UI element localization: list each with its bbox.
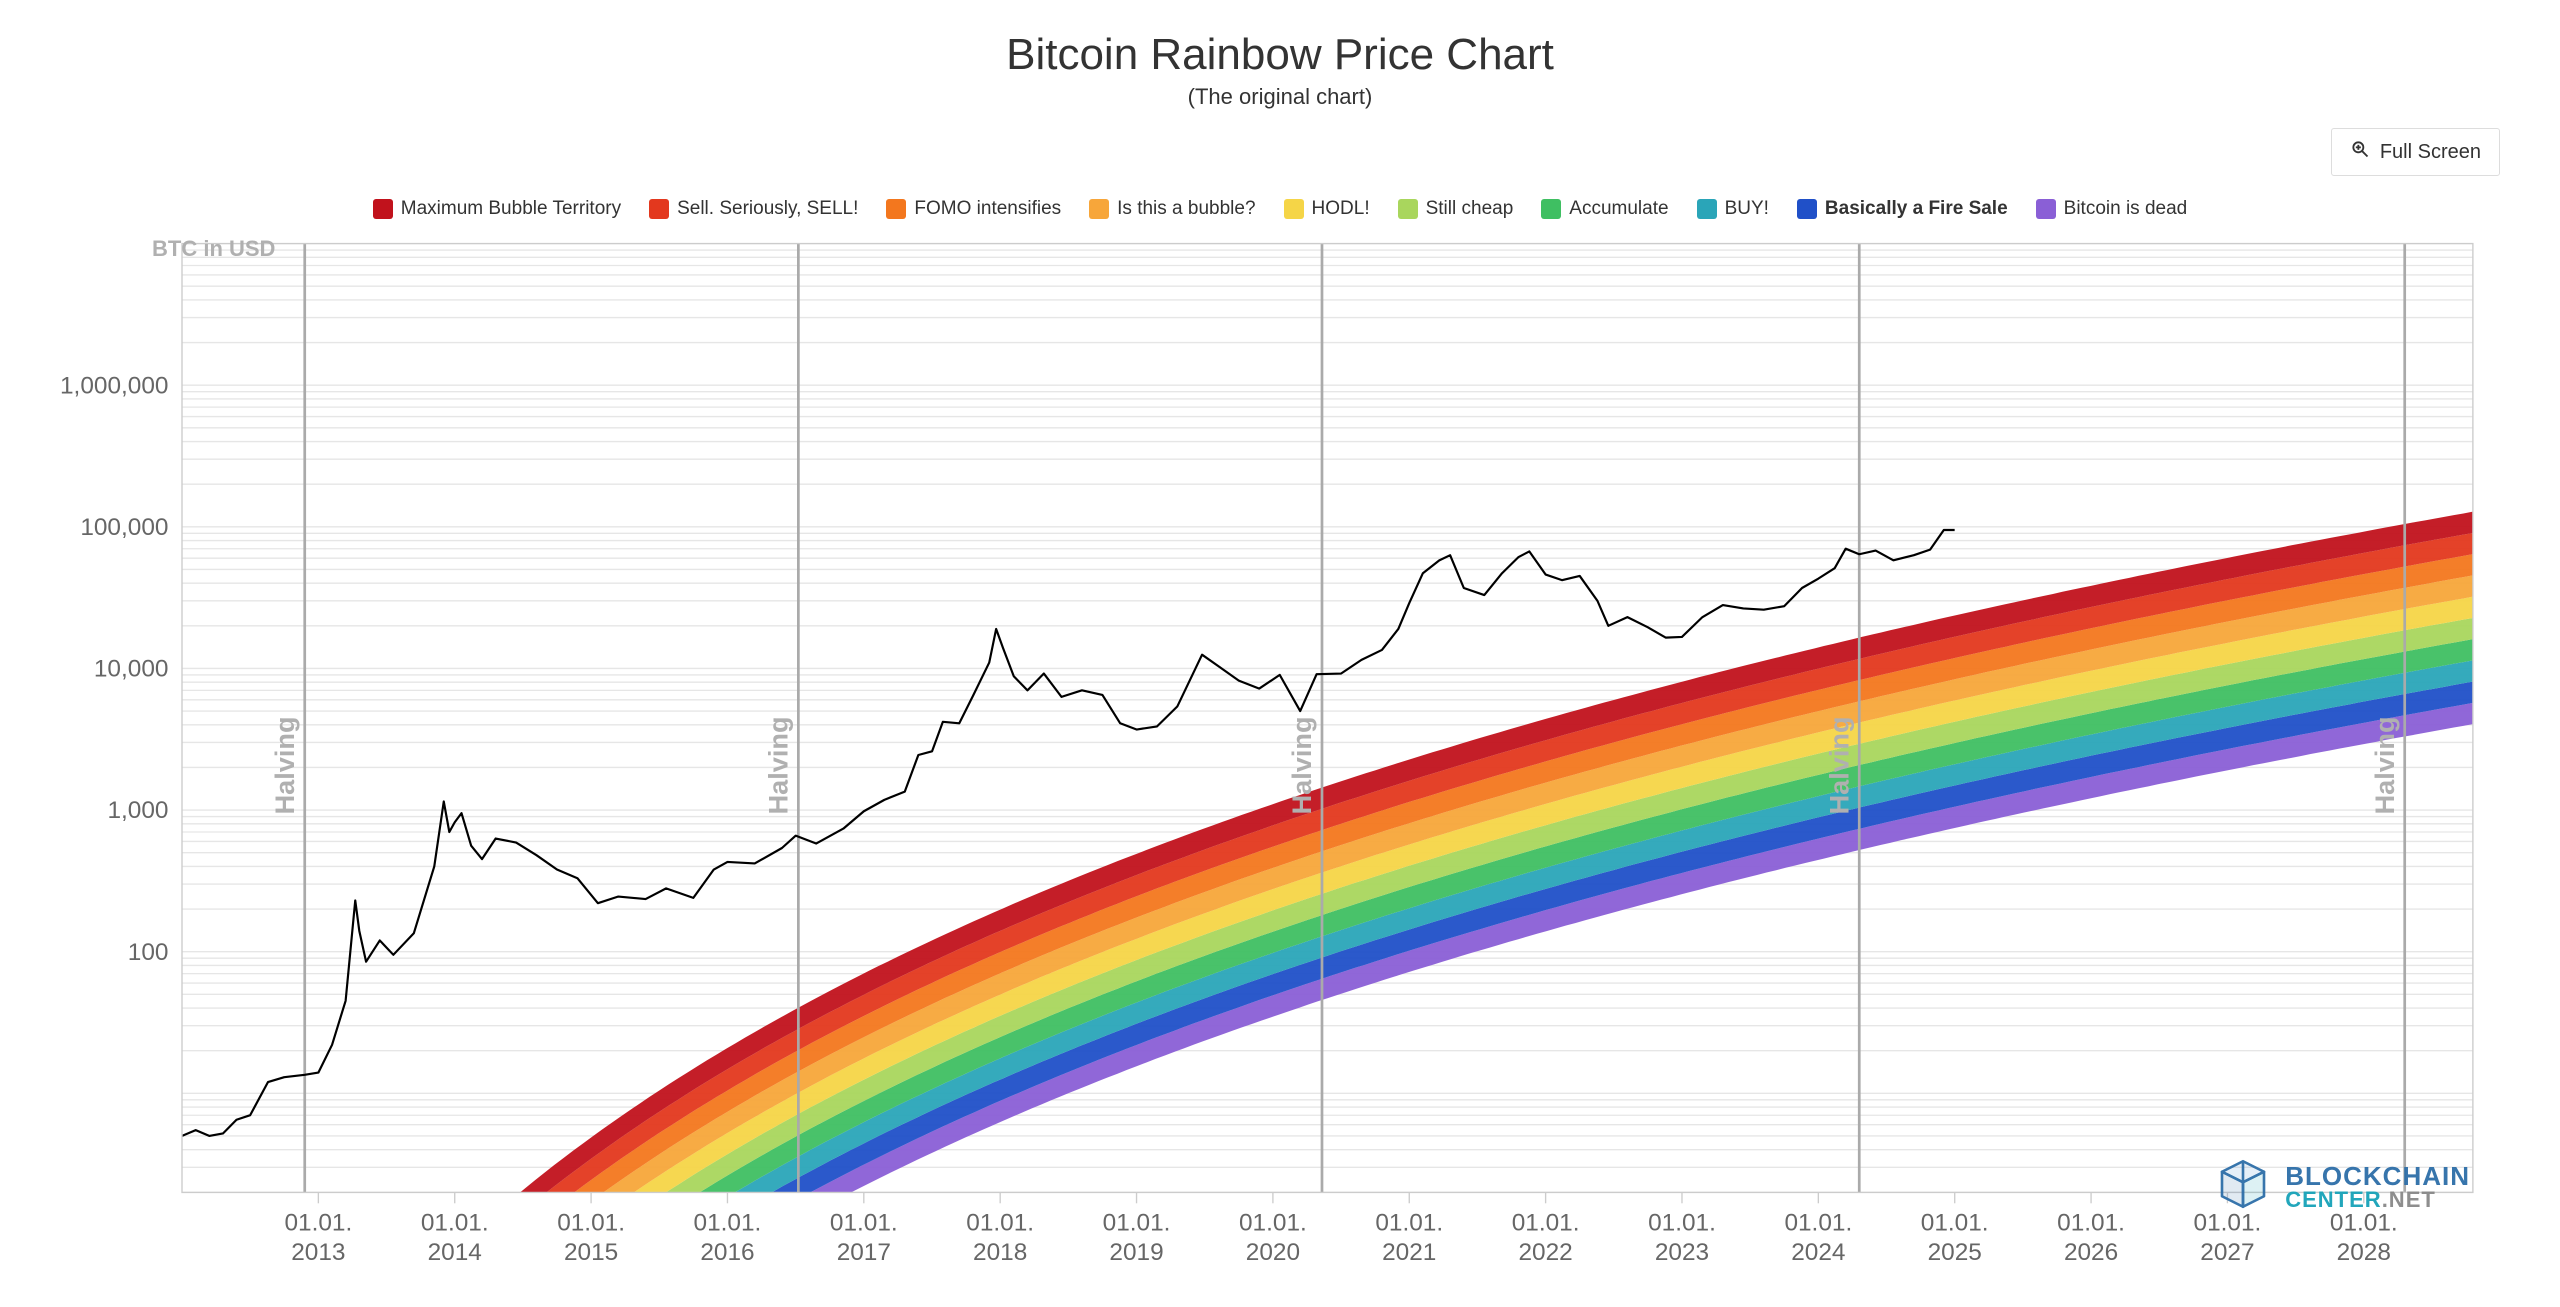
x-tick-year: 2016	[700, 1239, 754, 1266]
legend-label: Sell. Seriously, SELL!	[677, 198, 858, 220]
x-tick-year: 2013	[291, 1239, 345, 1266]
legend-label: HODL!	[1312, 198, 1370, 220]
x-tick-label: 01.01.	[557, 1209, 625, 1236]
x-tick-label: 01.01.	[1921, 1209, 1989, 1236]
legend-label: FOMO intensifies	[914, 198, 1061, 220]
y-tick-label: 100,000	[80, 514, 168, 541]
x-tick-year: 2023	[1655, 1239, 1709, 1266]
x-tick-label: 01.01.	[966, 1209, 1034, 1236]
legend-item[interactable]: Accumulate	[1541, 198, 1668, 220]
legend-swatch	[1284, 199, 1304, 219]
x-tick-label: 01.01.	[2194, 1209, 2262, 1236]
legend-item[interactable]: Sell. Seriously, SELL!	[649, 198, 858, 220]
x-tick-label: 01.01.	[694, 1209, 762, 1236]
x-tick-label: 01.01.	[1239, 1209, 1307, 1236]
y-tick-label: 10,000	[94, 656, 169, 683]
halving-label: Halving	[2369, 716, 2400, 814]
halving-label: Halving	[1286, 716, 1317, 814]
x-tick-year: 2018	[973, 1239, 1027, 1266]
legend-swatch	[1797, 199, 1817, 219]
legend-item[interactable]: HODL!	[1284, 198, 1370, 220]
legend-item[interactable]: BUY!	[1697, 198, 1769, 220]
x-tick-year: 2028	[2337, 1239, 2391, 1266]
x-tick-year: 2025	[1928, 1239, 1982, 1266]
chart-title: Bitcoin Rainbow Price Chart	[60, 30, 2500, 80]
x-tick-year: 2027	[2200, 1239, 2254, 1266]
legend-item[interactable]: Maximum Bubble Territory	[373, 198, 621, 220]
halving-label: Halving	[763, 716, 794, 814]
chart-area: BTC in USD HalvingHalvingHalvingHalvingH…	[60, 230, 2500, 1287]
legend-item[interactable]: Still cheap	[1398, 198, 1514, 220]
legend-swatch	[1541, 199, 1561, 219]
legend-item[interactable]: Bitcoin is dead	[2036, 198, 2188, 220]
legend-item[interactable]: Is this a bubble?	[1089, 198, 1255, 220]
chart-subtitle: (The original chart)	[60, 84, 2500, 110]
x-tick-year: 2021	[1382, 1239, 1436, 1266]
y-tick-label: 1,000,000	[60, 372, 168, 399]
x-tick-year: 2014	[428, 1239, 482, 1266]
legend: Maximum Bubble Territory Sell. Seriously,…	[60, 198, 2500, 220]
y-tick-label: 100	[128, 939, 169, 966]
x-tick-label: 01.01.	[421, 1209, 489, 1236]
fullscreen-button[interactable]: Full Screen	[2331, 128, 2500, 176]
x-tick-label: 01.01.	[1648, 1209, 1716, 1236]
legend-swatch	[1697, 199, 1717, 219]
x-tick-label: 01.01.	[1103, 1209, 1171, 1236]
legend-label: Still cheap	[1426, 198, 1514, 220]
legend-label: Accumulate	[1569, 198, 1668, 220]
x-tick-label: 01.01.	[2057, 1209, 2125, 1236]
x-tick-label: 01.01.	[2330, 1209, 2398, 1236]
legend-swatch	[649, 199, 669, 219]
x-tick-year: 2022	[1519, 1239, 1573, 1266]
halving-label: Halving	[269, 716, 300, 814]
legend-label: Maximum Bubble Territory	[401, 198, 621, 220]
x-tick-year: 2020	[1246, 1239, 1300, 1266]
legend-swatch	[1089, 199, 1109, 219]
x-tick-year: 2019	[1109, 1239, 1163, 1266]
legend-label: Bitcoin is dead	[2064, 198, 2188, 220]
x-tick-label: 01.01.	[1512, 1209, 1580, 1236]
x-tick-year: 2024	[1791, 1239, 1845, 1266]
legend-swatch	[886, 199, 906, 219]
legend-label: Basically a Fire Sale	[1825, 198, 2008, 220]
x-tick-year: 2015	[564, 1239, 618, 1266]
x-tick-label: 01.01.	[1375, 1209, 1443, 1236]
fullscreen-icon	[2350, 139, 2370, 165]
legend-label: Is this a bubble?	[1117, 198, 1255, 220]
legend-label: BUY!	[1725, 198, 1769, 220]
legend-item[interactable]: FOMO intensifies	[886, 198, 1061, 220]
x-tick-year: 2026	[2064, 1239, 2118, 1266]
fullscreen-label: Full Screen	[2380, 141, 2481, 164]
legend-swatch	[2036, 199, 2056, 219]
x-tick-year: 2017	[837, 1239, 891, 1266]
x-tick-label: 01.01.	[1784, 1209, 1852, 1236]
y-tick-label: 1,000	[107, 797, 168, 824]
x-tick-label: 01.01.	[830, 1209, 898, 1236]
legend-item[interactable]: Basically a Fire Sale	[1797, 198, 2008, 220]
x-tick-label: 01.01.	[284, 1209, 352, 1236]
halving-label: Halving	[1823, 716, 1854, 814]
legend-swatch	[1398, 199, 1418, 219]
legend-swatch	[373, 199, 393, 219]
